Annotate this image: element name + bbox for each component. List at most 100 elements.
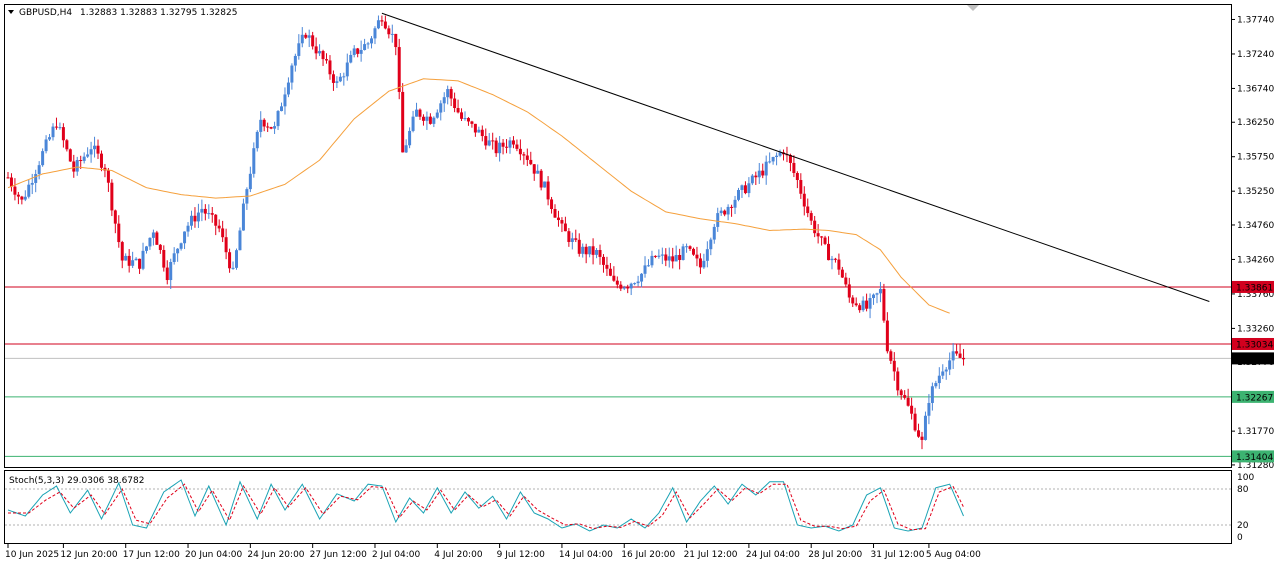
current-price-tag-bg — [1232, 352, 1274, 365]
candle-body — [563, 223, 567, 232]
candle-body — [27, 184, 31, 197]
candle-body — [685, 246, 689, 248]
candles — [6, 15, 966, 450]
time-axis[interactable]: 10 Jun 2025 12 Jun 20:00 17 Jun 12:00 20 Ju… — [5, 544, 981, 560]
candle-body — [207, 213, 211, 215]
candle-body — [601, 256, 605, 265]
candle-body — [428, 116, 432, 124]
candle-body — [231, 267, 235, 269]
time-tick-label: 2 Jul 04:00 — [372, 550, 421, 560]
candle-body — [300, 34, 304, 44]
candle-body — [16, 194, 20, 197]
candle-body — [795, 173, 799, 181]
candle-body — [79, 160, 83, 162]
candle-body — [553, 209, 557, 218]
candle-body — [421, 116, 425, 121]
candle-body — [401, 91, 405, 153]
candle-body — [221, 228, 225, 238]
candle-body — [20, 196, 24, 200]
candle-body — [113, 210, 117, 224]
candle-body — [827, 243, 831, 261]
candle-body — [131, 260, 135, 266]
support-price-tag: 1.32267 — [1236, 393, 1273, 403]
candle-body — [491, 140, 495, 142]
candle-body — [151, 232, 155, 238]
candle-body — [65, 140, 69, 150]
candle-body — [498, 142, 502, 154]
candle-body — [415, 109, 419, 117]
candle-body — [338, 76, 342, 82]
candle-body — [304, 34, 308, 38]
candle-body — [643, 265, 647, 274]
symbol-label: GBPUSD,H4 — [19, 8, 72, 18]
candle-body — [432, 117, 436, 124]
candle-body — [297, 43, 301, 56]
candle-body — [241, 203, 245, 231]
candle-body — [370, 38, 374, 44]
candle-body — [917, 430, 921, 437]
candle-body — [723, 210, 727, 215]
candle-body — [923, 415, 927, 440]
candle-body — [858, 305, 862, 311]
price-axis[interactable]: 1.37740 1.37240 1.36740 1.36250 1.35750 1.352… — [1231, 15, 1274, 471]
candle-body — [356, 48, 360, 54]
candle-body — [41, 151, 45, 166]
candle-body — [13, 186, 17, 195]
candle-body — [854, 303, 858, 306]
candle-body — [640, 273, 644, 282]
candle-body — [280, 106, 284, 112]
support-price-tag: 1.31404 — [1236, 453, 1273, 463]
candle-body — [293, 55, 297, 66]
candle-body — [757, 170, 761, 178]
price-tick-label: 1.36250 — [1237, 118, 1274, 128]
time-tick-label: 10 Jun 2025 — [5, 550, 59, 560]
candle-body — [34, 174, 38, 183]
candle-body — [328, 60, 332, 75]
candle-body — [515, 144, 519, 149]
candle-body — [387, 28, 391, 35]
time-tick-label: 17 Jun 12:00 — [123, 550, 180, 560]
candle-body — [359, 49, 363, 54]
symbol-menu-icon[interactable] — [8, 10, 14, 14]
candle-body — [255, 131, 259, 149]
indicator-frame[interactable] — [4, 470, 1232, 544]
candle-body — [615, 280, 619, 285]
price-tick-label: 1.35750 — [1237, 153, 1274, 163]
candle-body — [581, 246, 585, 254]
candle-body — [446, 89, 450, 98]
candle-body — [335, 81, 339, 83]
candle-body — [238, 230, 242, 251]
candle-body — [764, 161, 768, 176]
candle-body — [660, 254, 664, 256]
candle-body — [200, 208, 204, 213]
support-price-tag-bg — [1232, 390, 1274, 403]
candle-body — [44, 139, 48, 152]
stoch-tick-label: 20 — [1237, 521, 1249, 531]
candle-body — [598, 250, 602, 257]
candle-body — [82, 156, 86, 161]
candle-body — [61, 127, 65, 141]
ohlc-values: 1.32883 1.32883 1.32795 1.32825 — [80, 8, 237, 18]
candle-body — [480, 129, 484, 137]
candle-body — [505, 146, 509, 148]
candle-body — [394, 33, 398, 48]
time-tick-label: 31 Jul 12:00 — [871, 550, 925, 560]
candle-body — [37, 165, 41, 175]
candle-body — [653, 255, 657, 257]
chart-shift-marker-icon[interactable] — [967, 5, 979, 11]
candle-body — [286, 82, 290, 95]
main-chart-frame[interactable] — [4, 4, 1232, 468]
candle-body — [408, 130, 412, 146]
candle-body — [342, 76, 346, 78]
moving-average-line — [7, 78, 950, 314]
candle-body — [106, 170, 110, 183]
trendline[interactable] — [381, 12, 1210, 302]
candle-body — [176, 248, 180, 254]
candle-body — [910, 405, 914, 414]
candle-body — [626, 287, 630, 289]
candle-body — [141, 250, 145, 269]
candle-body — [48, 137, 52, 140]
candle-body — [955, 351, 959, 354]
candle-body — [892, 360, 896, 372]
